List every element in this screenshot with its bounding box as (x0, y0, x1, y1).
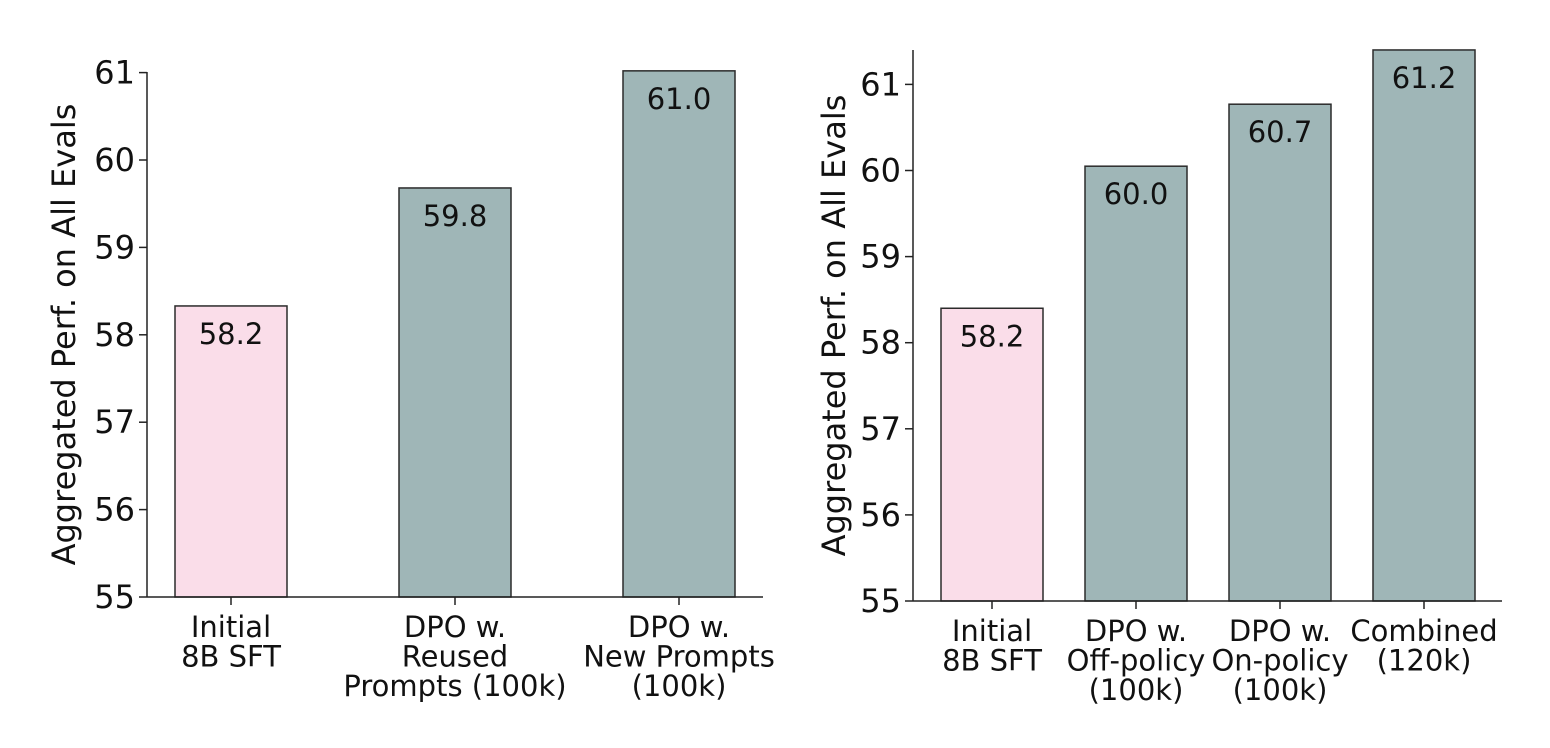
y-tick-label: 59 (860, 238, 901, 276)
bar-3 (622, 70, 736, 598)
x-category-label: (120k) (1377, 644, 1472, 678)
x-category-label: (100k) (1233, 673, 1328, 707)
bar-2 (1084, 165, 1188, 602)
bar-value-label: 60.0 (1104, 177, 1169, 211)
x-category-label: New Prompts (583, 640, 775, 674)
bar-value-label: 59.8 (423, 199, 488, 233)
x-category-label: Combined (1350, 614, 1497, 648)
bar-value-label: 61.2 (1392, 61, 1457, 95)
x-category-label: DPO w. (1085, 614, 1187, 648)
y-tick-label: 57 (94, 403, 135, 441)
bar-4 (1372, 49, 1476, 602)
y-axis-title: Aggregated Perf. on All Evals (815, 95, 853, 557)
bar-3 (1228, 103, 1332, 602)
x-category-label: Off-policy (1067, 644, 1206, 678)
bar-1 (940, 307, 1044, 602)
x-category-label: Initial (191, 610, 271, 644)
x-category-label: DPO w. (404, 610, 506, 644)
bar-value-label: 58.2 (199, 317, 264, 351)
y-tick-label: 59 (94, 228, 135, 266)
x-category-label: 8B SFT (942, 644, 1042, 678)
bar-2 (398, 187, 512, 598)
y-tick-label: 56 (94, 491, 135, 529)
y-tick-label: 55 (860, 582, 901, 620)
y-tick-label: 55 (94, 578, 135, 616)
y-tick-label: 58 (860, 324, 901, 362)
y-tick-label: 60 (94, 141, 135, 179)
x-category-label: DPO w. (628, 610, 730, 644)
x-category-label: 8B SFT (181, 640, 281, 674)
bar-value-label: 58.2 (960, 319, 1025, 353)
x-category-label: (100k) (1089, 673, 1184, 707)
x-category-label: DPO w. (1229, 614, 1331, 648)
bar-value-label: 61.0 (647, 82, 712, 116)
x-category-label: (100k) (632, 669, 727, 703)
y-tick-label: 56 (860, 496, 901, 534)
x-category-label: Prompts (100k) (343, 669, 566, 703)
bar-value-label: 60.7 (1248, 115, 1313, 149)
y-tick-label: 58 (94, 316, 135, 354)
x-category-label: Reused (402, 640, 508, 674)
y-tick-label: 57 (860, 410, 901, 448)
y-tick-label: 61 (860, 65, 901, 103)
y-tick-label: 60 (860, 152, 901, 190)
bar-1 (174, 305, 288, 598)
x-category-label: On-policy (1211, 644, 1348, 678)
right-panel: 58.2 60.0 60.7 61.2 55 56 57 58 59 60 61 Initial8B … (815, 49, 1502, 707)
y-tick-label: 61 (94, 54, 135, 92)
y-axis-title: Aggregated Perf. on All Evals (45, 104, 83, 566)
x-category-label: Initial (952, 614, 1032, 648)
